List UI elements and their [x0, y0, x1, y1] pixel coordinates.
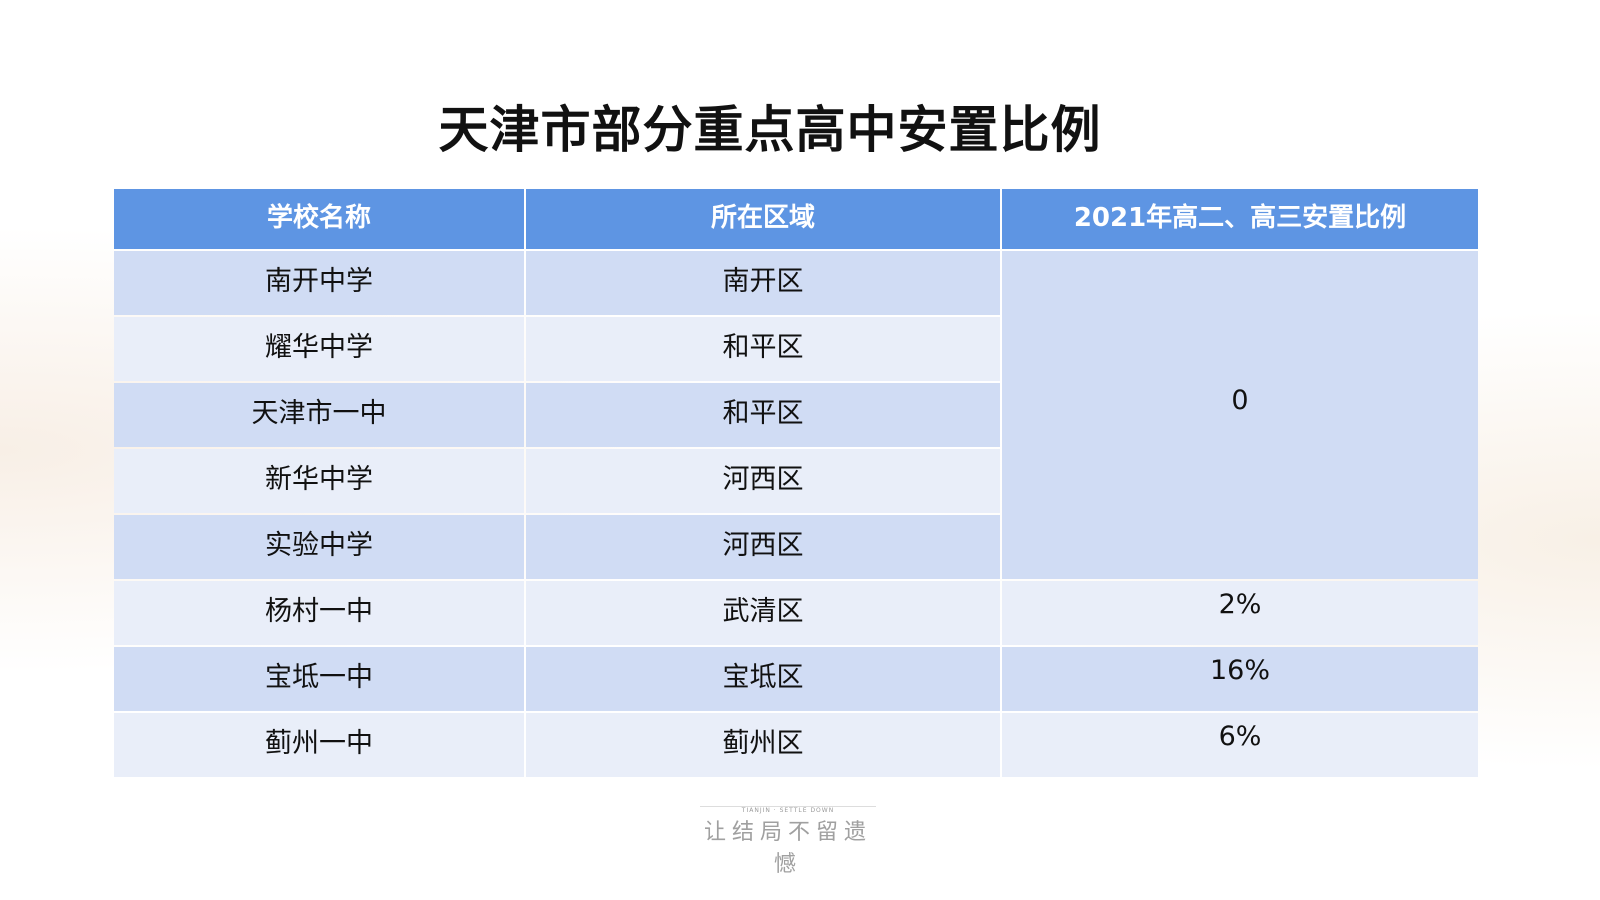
- placement-table: 学校名称 所在区域 2021年高二、高三安置比例 南开中学 南开区 0 耀华中学…: [112, 187, 1480, 779]
- cell-school: 天津市一中: [114, 383, 524, 447]
- footer-logo: TIANJIN · SETTLE DOWN 让结局不留遗憾: [700, 806, 876, 878]
- header-ratio: 2021年高二、高三安置比例: [1002, 189, 1478, 249]
- cell-ratio: 2%: [1002, 581, 1478, 645]
- table-row: 杨村一中 武清区 2%: [114, 581, 1478, 645]
- cell-school: 杨村一中: [114, 581, 524, 645]
- table-row: 南开中学 南开区 0: [114, 251, 1478, 579]
- cell-school: 南开中学: [114, 251, 524, 315]
- cell-school: 蓟州一中: [114, 713, 524, 777]
- cell-school: 耀华中学: [114, 317, 524, 381]
- cell-school: 宝坻一中: [114, 647, 524, 711]
- cell-school: 实验中学: [114, 515, 524, 579]
- cell-ratio: 16%: [1002, 647, 1478, 711]
- cell-district: 武清区: [526, 581, 1000, 645]
- table-header-row: 学校名称 所在区域 2021年高二、高三安置比例: [114, 189, 1478, 249]
- table-row: 耀华中学 和平区: [114, 317, 1478, 381]
- cell-district: 河西区: [526, 515, 1000, 579]
- table-row: 蓟州一中 蓟州区 6%: [114, 713, 1478, 777]
- footer-subtitle: TIANJIN · SETTLE DOWN: [700, 806, 876, 814]
- page-title: 天津市部分重点高中安置比例: [438, 101, 1102, 159]
- cell-district: 蓟州区: [526, 713, 1000, 777]
- cell-ratio: 0: [1002, 251, 1478, 579]
- table-row: 天津市一中 和平区: [114, 383, 1478, 447]
- table-row: 宝坻一中 宝坻区 16%: [114, 647, 1478, 711]
- cell-district: 宝坻区: [526, 647, 1000, 711]
- cell-district: 和平区: [526, 317, 1000, 381]
- cell-district: 河西区: [526, 449, 1000, 513]
- footer-slogan: 让结局不留遗憾: [703, 820, 872, 877]
- header-school: 学校名称: [114, 189, 524, 249]
- table-row: 实验中学 河西区: [114, 515, 1478, 579]
- cell-ratio: 6%: [1002, 713, 1478, 777]
- cell-school: 新华中学: [114, 449, 524, 513]
- table-row: 新华中学 河西区: [114, 449, 1478, 513]
- cell-district: 南开区: [526, 251, 1000, 315]
- header-district: 所在区域: [526, 189, 1000, 249]
- cell-district: 和平区: [526, 383, 1000, 447]
